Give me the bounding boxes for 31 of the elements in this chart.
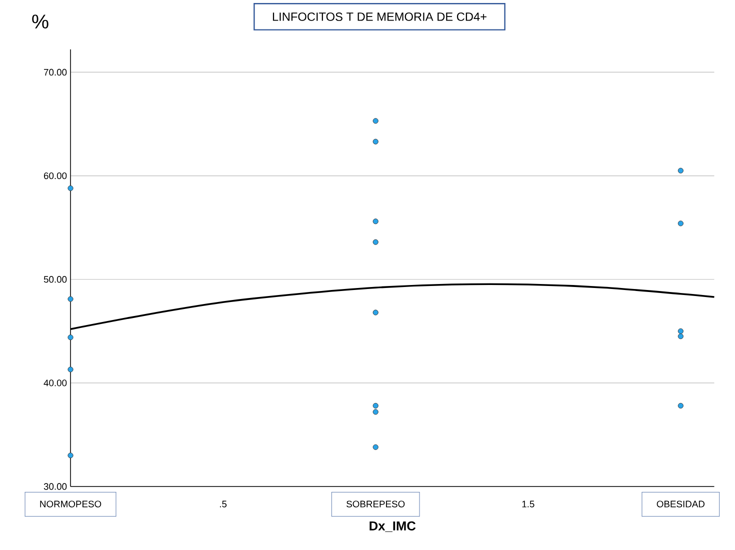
x-tick-label: 1.5 xyxy=(522,500,534,508)
point xyxy=(372,138,378,145)
point xyxy=(372,444,378,450)
point xyxy=(678,168,684,174)
y-tick-label: 40.00 xyxy=(44,380,67,386)
point xyxy=(372,403,378,409)
y-tick-label: 70.00 xyxy=(44,69,67,76)
point xyxy=(372,118,378,124)
point xyxy=(372,218,378,224)
point xyxy=(68,296,74,302)
point xyxy=(678,403,684,409)
x-tick-label: OBESIDAD xyxy=(656,500,705,508)
point xyxy=(678,220,684,226)
point xyxy=(678,334,684,340)
y-tick-label: 50.00 xyxy=(44,276,67,283)
x-tick-label: .5 xyxy=(220,500,227,508)
point xyxy=(678,328,684,334)
point xyxy=(68,366,74,372)
point xyxy=(68,334,74,340)
x-tick-label: NORMOPESO xyxy=(40,500,102,508)
y-tick-label: 30.00 xyxy=(44,483,67,490)
point xyxy=(68,186,74,192)
chart-title: LINFOCITOS T DE MEMORIA DE CD4+ xyxy=(272,12,486,22)
point xyxy=(372,239,378,246)
x-axis-title: Dx_IMC xyxy=(370,521,416,532)
point xyxy=(372,409,378,415)
point xyxy=(372,310,378,316)
x-tick-label: SOBREPESO xyxy=(346,500,405,508)
y-tick-label: 60.00 xyxy=(44,172,67,180)
y-axis-title: % xyxy=(32,14,48,29)
point xyxy=(68,452,74,458)
